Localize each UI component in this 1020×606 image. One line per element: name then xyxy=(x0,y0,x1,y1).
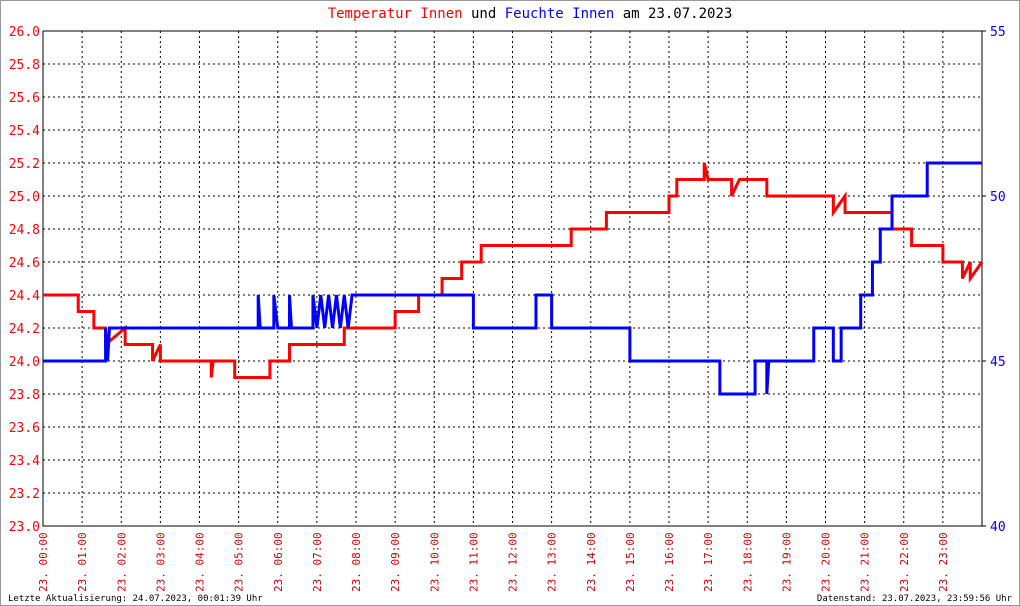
x-tick-label: 23. 14:00 xyxy=(585,532,598,592)
x-tick-label: 23. 22:00 xyxy=(898,532,911,592)
x-tick-label: 23. 11:00 xyxy=(467,532,480,592)
y-tick-label: 25.6 xyxy=(9,91,40,106)
x-tick-label: 23. 15:00 xyxy=(624,532,637,592)
y2-tick-label: 45 xyxy=(990,355,1006,370)
y2-tick-label: 55 xyxy=(990,25,1006,40)
y-tick-label: 23.8 xyxy=(9,388,40,403)
y-tick-label: 25.8 xyxy=(9,58,40,73)
title-part: Feuchte Innen xyxy=(505,6,615,22)
plot-area xyxy=(42,30,983,527)
x-tick-label: 23. 20:00 xyxy=(820,532,833,592)
x-tick-label: 23. 17:00 xyxy=(702,532,715,592)
x-tick-label: 23. 19:00 xyxy=(780,532,793,592)
title-part: Temperatur Innen xyxy=(328,6,463,22)
y-tick-label: 23.2 xyxy=(9,487,40,502)
y-tick-label: 24.0 xyxy=(9,355,40,370)
title-part: am 23.07.2023 xyxy=(623,6,733,22)
x-tick-label: 23. 09:00 xyxy=(389,532,402,592)
y2-tick-label: 50 xyxy=(990,190,1006,205)
x-tick-label: 23. 21:00 xyxy=(859,532,872,592)
series-line xyxy=(43,161,982,396)
x-tick-label: 23. 13:00 xyxy=(546,532,559,592)
series-line xyxy=(43,162,984,379)
x-tick-label: 23. 06:00 xyxy=(272,532,285,592)
footnote: Letzte Aktualisierung: 24.07.2023, 00:01… xyxy=(8,594,263,604)
x-tick-label: 23. 00:00 xyxy=(37,532,50,592)
footnote: Datenstand: 23.07.2023, 23:59:56 Uhr xyxy=(817,594,1013,604)
x-tick-label: 23. 01:00 xyxy=(76,532,89,592)
y-tick-label: 24.8 xyxy=(9,223,40,238)
y-tick-label: 23.6 xyxy=(9,421,40,436)
y-tick-label: 24.4 xyxy=(9,289,40,304)
x-tick-label: 23. 23:00 xyxy=(937,532,950,592)
y-tick-label: 25.0 xyxy=(9,190,40,205)
x-tick-label: 23. 04:00 xyxy=(194,532,207,592)
x-tick-label: 23. 05:00 xyxy=(233,532,246,592)
x-tick-label: 23. 12:00 xyxy=(507,532,520,592)
chart-title: Temperatur Innen und Feuchte Innen am 23… xyxy=(328,6,733,22)
title-part: und xyxy=(471,6,496,22)
x-tick-label: 23. 02:00 xyxy=(115,532,128,592)
y-tick-label: 26.0 xyxy=(9,25,40,40)
y-tick-label: 23.0 xyxy=(9,520,40,535)
y-tick-label: 24.2 xyxy=(9,322,40,337)
x-tick-label: 23. 18:00 xyxy=(741,532,754,592)
y-tick-label: 24.6 xyxy=(9,256,40,271)
x-tick-label: 23. 16:00 xyxy=(663,532,676,592)
x-tick-label: 23. 07:00 xyxy=(311,532,324,592)
y2-tick-label: 40 xyxy=(990,520,1006,535)
y-tick-label: 23.4 xyxy=(9,454,40,469)
x-tick-label: 23. 10:00 xyxy=(428,532,441,592)
y-tick-label: 25.4 xyxy=(9,124,40,139)
x-tick-label: 23. 03:00 xyxy=(154,532,167,592)
y-tick-label: 25.2 xyxy=(9,157,40,172)
x-tick-label: 23. 08:00 xyxy=(350,532,363,592)
